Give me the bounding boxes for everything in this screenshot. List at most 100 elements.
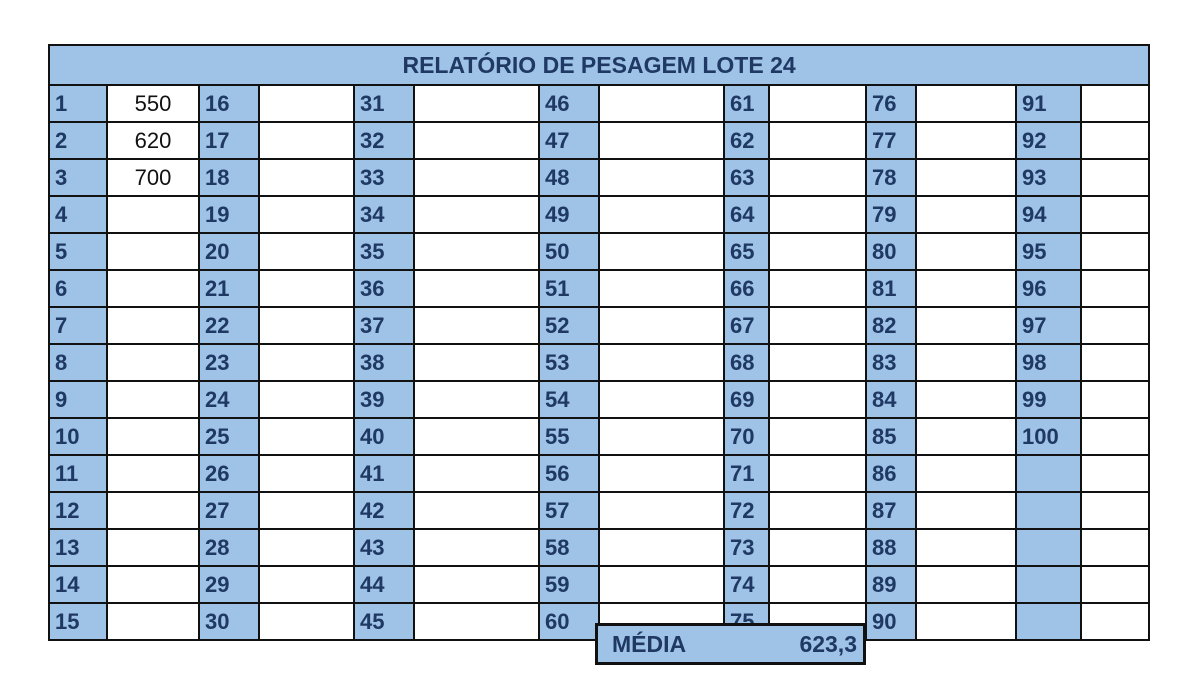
weight-cell[interactable] xyxy=(413,232,540,271)
weight-cell[interactable] xyxy=(258,528,355,567)
weight-cell[interactable] xyxy=(768,306,867,345)
weight-cell[interactable] xyxy=(1079,306,1151,345)
weight-cell[interactable] xyxy=(598,491,725,530)
weight-cell[interactable] xyxy=(1079,195,1151,234)
weight-cell[interactable] xyxy=(768,380,867,419)
weight-cell[interactable] xyxy=(106,232,200,271)
weight-cell[interactable] xyxy=(106,195,200,234)
weight-cell[interactable] xyxy=(258,343,355,382)
weight-cell[interactable]: 700 xyxy=(106,158,200,197)
weight-cell[interactable] xyxy=(915,306,1017,345)
weight-cell[interactable] xyxy=(413,269,540,308)
weight-cell[interactable] xyxy=(106,380,200,419)
weight-cell[interactable] xyxy=(413,454,540,493)
weight-cell[interactable] xyxy=(413,491,540,530)
weight-cell[interactable] xyxy=(915,269,1017,308)
weight-cell[interactable]: 550 xyxy=(106,84,200,123)
weight-cell[interactable] xyxy=(258,121,355,160)
weight-cell[interactable] xyxy=(598,454,725,493)
weight-cell[interactable] xyxy=(768,528,867,567)
weight-cell[interactable] xyxy=(915,84,1017,123)
weight-cell[interactable] xyxy=(598,343,725,382)
weight-cell[interactable] xyxy=(106,528,200,567)
weight-cell[interactable] xyxy=(598,306,725,345)
weight-cell[interactable] xyxy=(768,491,867,530)
weight-cell[interactable] xyxy=(598,269,725,308)
weight-cell[interactable] xyxy=(598,195,725,234)
weight-cell[interactable] xyxy=(915,602,1017,641)
weight-cell[interactable] xyxy=(598,121,725,160)
weight-cell[interactable] xyxy=(258,84,355,123)
weight-cell[interactable] xyxy=(768,565,867,604)
weight-cell[interactable] xyxy=(1079,232,1151,271)
weight-cell[interactable] xyxy=(598,528,725,567)
weight-cell[interactable] xyxy=(915,417,1017,456)
weight-cell[interactable] xyxy=(915,343,1017,382)
weight-cell[interactable] xyxy=(258,195,355,234)
weight-cell[interactable] xyxy=(915,565,1017,604)
weight-cell[interactable] xyxy=(915,528,1017,567)
weight-cell[interactable] xyxy=(413,158,540,197)
weight-cell[interactable] xyxy=(413,602,540,641)
weight-cell[interactable] xyxy=(768,269,867,308)
weight-cell[interactable] xyxy=(1079,417,1151,456)
weight-cell[interactable] xyxy=(598,565,725,604)
weight-cell[interactable] xyxy=(1079,454,1151,493)
weight-cell[interactable] xyxy=(915,158,1017,197)
weight-cell[interactable] xyxy=(258,417,355,456)
weight-cell[interactable] xyxy=(915,232,1017,271)
weight-cell[interactable] xyxy=(106,269,200,308)
weight-cell[interactable] xyxy=(413,195,540,234)
weight-cell[interactable] xyxy=(768,417,867,456)
weight-cell[interactable] xyxy=(768,343,867,382)
weight-cell[interactable] xyxy=(413,380,540,419)
weight-cell[interactable] xyxy=(106,417,200,456)
weight-cell[interactable] xyxy=(258,454,355,493)
weight-cell[interactable] xyxy=(915,380,1017,419)
weight-cell[interactable] xyxy=(915,454,1017,493)
weight-cell[interactable] xyxy=(413,84,540,123)
weight-cell[interactable] xyxy=(258,491,355,530)
weight-cell[interactable] xyxy=(1079,269,1151,308)
weight-cell[interactable] xyxy=(258,380,355,419)
weight-cell[interactable] xyxy=(258,232,355,271)
weight-cell[interactable] xyxy=(598,158,725,197)
weight-cell[interactable] xyxy=(258,565,355,604)
weight-cell[interactable] xyxy=(258,306,355,345)
weight-cell[interactable] xyxy=(258,158,355,197)
weight-cell[interactable] xyxy=(106,602,200,641)
weight-cell[interactable] xyxy=(258,602,355,641)
weight-cell[interactable] xyxy=(768,158,867,197)
weight-cell[interactable] xyxy=(768,454,867,493)
weight-cell[interactable] xyxy=(258,269,355,308)
weight-cell[interactable] xyxy=(413,306,540,345)
weight-cell[interactable] xyxy=(413,121,540,160)
weight-cell[interactable] xyxy=(106,491,200,530)
weight-cell[interactable] xyxy=(413,528,540,567)
weight-cell[interactable] xyxy=(768,84,867,123)
weight-cell[interactable] xyxy=(915,121,1017,160)
weight-cell[interactable] xyxy=(768,232,867,271)
weight-cell[interactable] xyxy=(106,306,200,345)
weight-cell[interactable] xyxy=(1079,491,1151,530)
weight-cell[interactable] xyxy=(106,565,200,604)
weight-cell[interactable] xyxy=(1079,380,1151,419)
weight-cell[interactable] xyxy=(598,380,725,419)
weight-cell[interactable] xyxy=(1079,158,1151,197)
weight-cell[interactable] xyxy=(598,232,725,271)
weight-cell[interactable] xyxy=(1079,565,1151,604)
weight-cell[interactable] xyxy=(768,195,867,234)
weight-cell[interactable] xyxy=(1079,528,1151,567)
weight-cell[interactable] xyxy=(1079,602,1151,641)
weight-cell[interactable] xyxy=(598,417,725,456)
weight-cell[interactable] xyxy=(915,491,1017,530)
weight-cell[interactable]: 620 xyxy=(106,121,200,160)
weight-cell[interactable] xyxy=(106,454,200,493)
weight-cell[interactable] xyxy=(915,195,1017,234)
weight-cell[interactable] xyxy=(413,343,540,382)
weight-cell[interactable] xyxy=(413,565,540,604)
weight-cell[interactable] xyxy=(768,121,867,160)
weight-cell[interactable] xyxy=(598,84,725,123)
weight-cell[interactable] xyxy=(413,417,540,456)
weight-cell[interactable] xyxy=(106,343,200,382)
